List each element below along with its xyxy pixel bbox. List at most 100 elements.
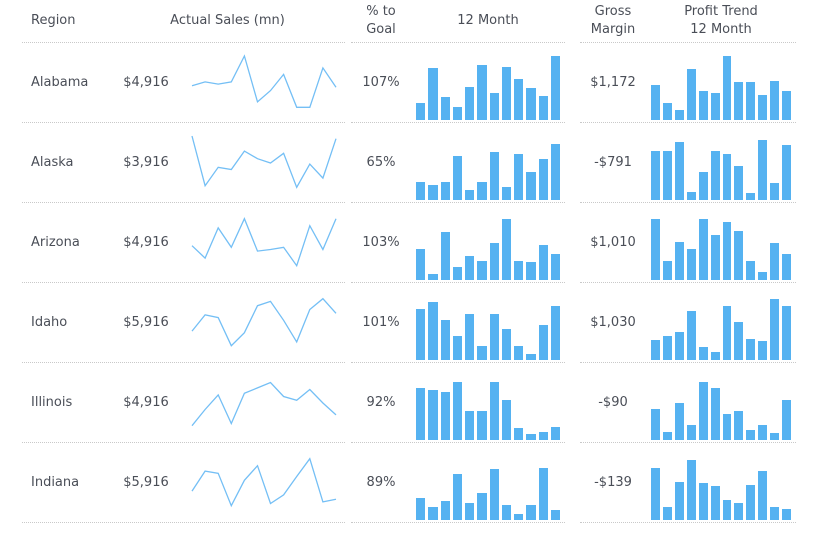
bar: [746, 430, 756, 440]
bar: [698, 219, 708, 280]
pct-to-goal-cell: 92%: [351, 363, 411, 442]
bar: [416, 309, 426, 360]
bar: [758, 425, 768, 440]
sales-sparkline-cell: [182, 283, 345, 362]
sales-sparkline: [190, 381, 336, 426]
profit-trend-bars: [646, 294, 796, 362]
column-group-gap: [565, 283, 580, 363]
bar: [501, 505, 511, 520]
header-group-sales: Region Actual Sales (mn): [22, 0, 345, 43]
bar: [538, 159, 548, 200]
bar: [674, 142, 684, 200]
sales-sparkline-cell: [182, 203, 345, 282]
bar: [782, 306, 792, 360]
bar: [538, 325, 548, 360]
bar: [758, 471, 768, 520]
col-header-region: Region: [22, 0, 110, 42]
bar: [710, 486, 720, 520]
pct-to-goal-cell: 89%: [351, 443, 411, 522]
bar: [770, 433, 780, 440]
pct-to-goal-value: 92%: [366, 395, 396, 410]
bar: [465, 190, 475, 200]
profit-trend-bars: [646, 454, 796, 522]
gross-margin-value: $1,030: [590, 315, 636, 330]
row-group-margin: -$791: [580, 123, 796, 203]
gross-margin-cell: $1,010: [580, 203, 646, 282]
region-cell: Arizona: [22, 203, 110, 282]
bar: [550, 254, 560, 280]
bar: [526, 172, 536, 200]
table-row: Indiana $5,916 89% -$139: [22, 443, 829, 523]
twelve-month-bars: [411, 214, 565, 282]
bar: [465, 87, 475, 120]
bar: [710, 93, 720, 120]
row-group-sales: Alabama $4,916: [22, 43, 345, 123]
bar: [662, 507, 672, 520]
bar: [651, 85, 660, 120]
region-label: Alaska: [31, 155, 74, 170]
bar: [770, 183, 780, 200]
bar: [550, 510, 560, 520]
bar: [428, 68, 438, 120]
bar: [416, 182, 426, 200]
bar: [782, 91, 792, 120]
col-header-region-label: Region: [31, 13, 76, 28]
region-cell: Alabama: [22, 43, 110, 122]
region-label: Arizona: [31, 235, 80, 250]
gross-margin-value: $1,172: [590, 75, 636, 90]
bar: [428, 274, 438, 280]
column-group-gap: [565, 123, 580, 203]
gross-margin-value: -$90: [598, 395, 628, 410]
bar: [782, 509, 792, 520]
gross-margin-cell: $1,030: [580, 283, 646, 362]
bar: [416, 103, 426, 120]
bar: [452, 474, 462, 520]
bar: [710, 352, 720, 360]
bar: [734, 503, 744, 520]
column-group-gap: [565, 363, 580, 443]
region-cell: Illinois: [22, 363, 110, 442]
bar: [770, 81, 780, 120]
bar: [710, 151, 720, 200]
bar: [489, 93, 499, 120]
bar: [514, 154, 524, 200]
row-group-margin: -$90: [580, 363, 796, 443]
bar: [758, 272, 768, 280]
bar: [465, 256, 475, 280]
row-group-margin: $1,172: [580, 43, 796, 123]
sales-sparkline: [191, 216, 337, 267]
row-group-sales: Idaho $5,916: [22, 283, 345, 363]
bar: [698, 483, 708, 520]
profit-trend-cell: [646, 363, 796, 442]
bar: [440, 232, 450, 280]
gross-margin-cell: $1,172: [580, 43, 646, 122]
bar: [722, 222, 732, 280]
actual-sales-value: $4,916: [123, 75, 169, 90]
bar: [722, 306, 732, 360]
actual-sales-value: $5,916: [123, 475, 169, 490]
region-label: Indiana: [31, 475, 80, 490]
twelve-month-cell: [411, 443, 565, 522]
col-header-actual-sales-label: Actual Sales (mn): [170, 13, 285, 28]
sales-sparkline-cell: [182, 363, 345, 442]
sales-sparkline: [190, 456, 336, 507]
bar: [722, 154, 732, 200]
bar: [489, 243, 499, 280]
pct-to-goal-cell: 107%: [351, 43, 411, 122]
bar: [722, 500, 732, 520]
twelve-month-bars: [411, 54, 565, 122]
profit-trend-bars: [646, 54, 796, 122]
bar: [477, 182, 487, 200]
col-header-profit-trend: Profit Trend 12 Month: [646, 0, 796, 42]
bar: [428, 185, 438, 200]
bar: [770, 243, 780, 280]
actual-sales-cell: $5,916: [110, 283, 182, 362]
bar: [550, 56, 560, 120]
bar: [526, 354, 536, 360]
gross-margin-cell: -$139: [580, 443, 646, 522]
bar: [538, 432, 548, 440]
bar: [686, 192, 696, 200]
row-group-sales: Illinois $4,916: [22, 363, 345, 443]
bar: [746, 193, 756, 200]
table-row: Arizona $4,916 103% $1,010: [22, 203, 829, 283]
